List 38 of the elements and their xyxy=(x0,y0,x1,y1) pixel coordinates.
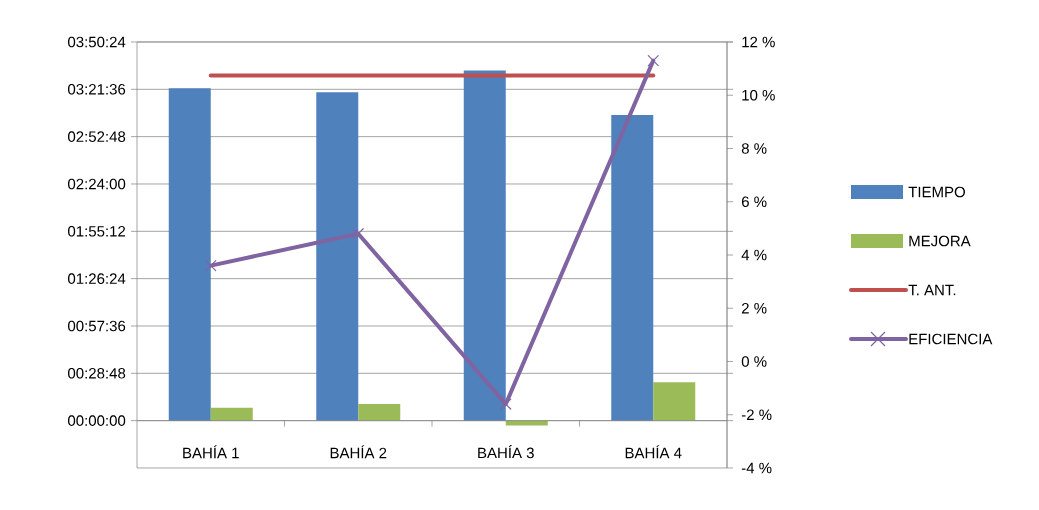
y-tick-label: 03:21:36 xyxy=(68,84,126,95)
bar xyxy=(210,407,253,421)
bar xyxy=(358,403,401,421)
x-tick-label: BAHÍA 2 xyxy=(330,445,387,459)
y-tick-label: 02:52:48 xyxy=(68,131,126,142)
point xyxy=(352,228,364,240)
y-tick-label: 00:28:48 xyxy=(68,368,126,379)
x-tick-label: BAHÍA 3 xyxy=(478,445,534,459)
point xyxy=(647,55,659,67)
y-tick-label: 03:50:24 xyxy=(68,36,126,48)
bar xyxy=(505,420,548,426)
y2-tick-label: 8 % xyxy=(741,143,767,154)
point xyxy=(500,398,512,410)
bar xyxy=(611,114,654,421)
x-tick-label: BAHÍA 1 xyxy=(183,445,239,459)
y-tick-label: 00:00:00 xyxy=(68,415,126,426)
y2-tick-label: 2 % xyxy=(741,302,767,314)
y2-tick-label: 6 % xyxy=(741,196,767,208)
bar xyxy=(168,88,211,421)
y2-tick-label: 12 % xyxy=(742,36,775,48)
y2-tick-label: 10 % xyxy=(742,89,775,101)
y-tick-label: 00:57:36 xyxy=(68,320,126,332)
y2-tick-label: 4 % xyxy=(741,249,767,261)
legend-label: MEJORA xyxy=(909,235,971,247)
bar xyxy=(463,70,506,421)
legend-label: TIEMPO xyxy=(908,186,965,198)
y-tick-label: 02:24:00 xyxy=(68,178,126,190)
x-tick-label: BAHÍA 4 xyxy=(625,445,682,459)
y-tick-label: 01:26:24 xyxy=(68,273,126,284)
y-tick-label: 01:55:12 xyxy=(68,226,126,237)
y2-tick-label: -4 % xyxy=(741,462,772,474)
legend-label: T. ANT. xyxy=(908,284,956,296)
bar xyxy=(653,382,696,421)
y2-tick-label: -2 % xyxy=(741,409,772,421)
bar xyxy=(316,92,359,421)
legend-label: EFICIENCIA xyxy=(909,333,993,345)
point xyxy=(205,260,217,272)
y2-tick-label: 0 % xyxy=(741,356,767,367)
